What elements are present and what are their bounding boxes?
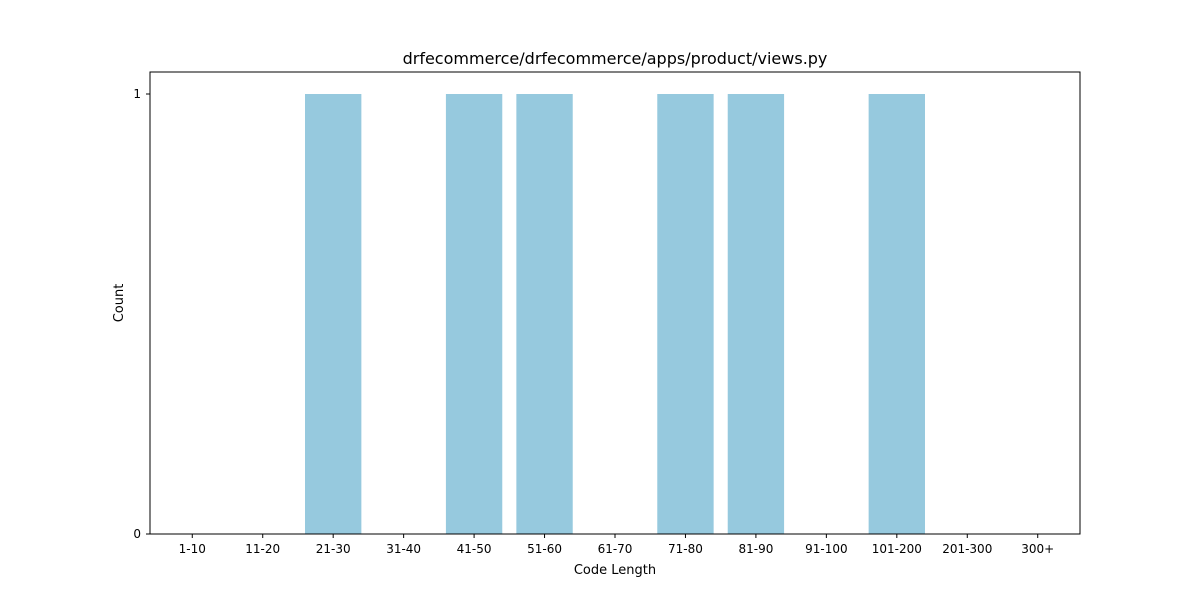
x-tick-label-101-200: 101-200 [872,542,922,556]
x-tick-label-51-60: 51-60 [527,542,562,556]
bar-21-30 [305,94,362,534]
x-tick-label-81-90: 81-90 [738,542,773,556]
x-tick-label-300+: 300+ [1021,542,1054,556]
x-tick-label-1-10: 1-10 [179,542,206,556]
x-tick-label-61-70: 61-70 [598,542,633,556]
y-tick-label-1: 1 [133,87,141,101]
y-tick-label-0: 0 [133,527,141,541]
chart-title: drfecommerce/drfecommerce/apps/product/v… [403,49,828,68]
bars-group [305,94,925,534]
bar-71-80 [657,94,714,534]
x-tick-label-71-80: 71-80 [668,542,703,556]
x-tick-label-201-300: 201-300 [942,542,992,556]
y-axis-label: Count [112,284,127,323]
x-tick-label-91-100: 91-100 [805,542,848,556]
x-axis-label: Code Length [574,563,656,578]
bar-51-60 [516,94,573,534]
x-tick-label-21-30: 21-30 [316,542,351,556]
bar-41-50 [445,94,503,534]
x-tick-label-31-40: 31-40 [386,542,421,556]
bar-101-200 [868,94,925,534]
x-axis: 1-10 11-20 21-30 31-40 41-50 51-60 61-70 71-80 8… [179,534,1054,556]
y-axis: 01 [133,87,150,541]
bar-81-90 [727,94,785,534]
x-tick-label-41-50: 41-50 [457,542,492,556]
x-tick-label-11-20: 11-20 [245,542,280,556]
